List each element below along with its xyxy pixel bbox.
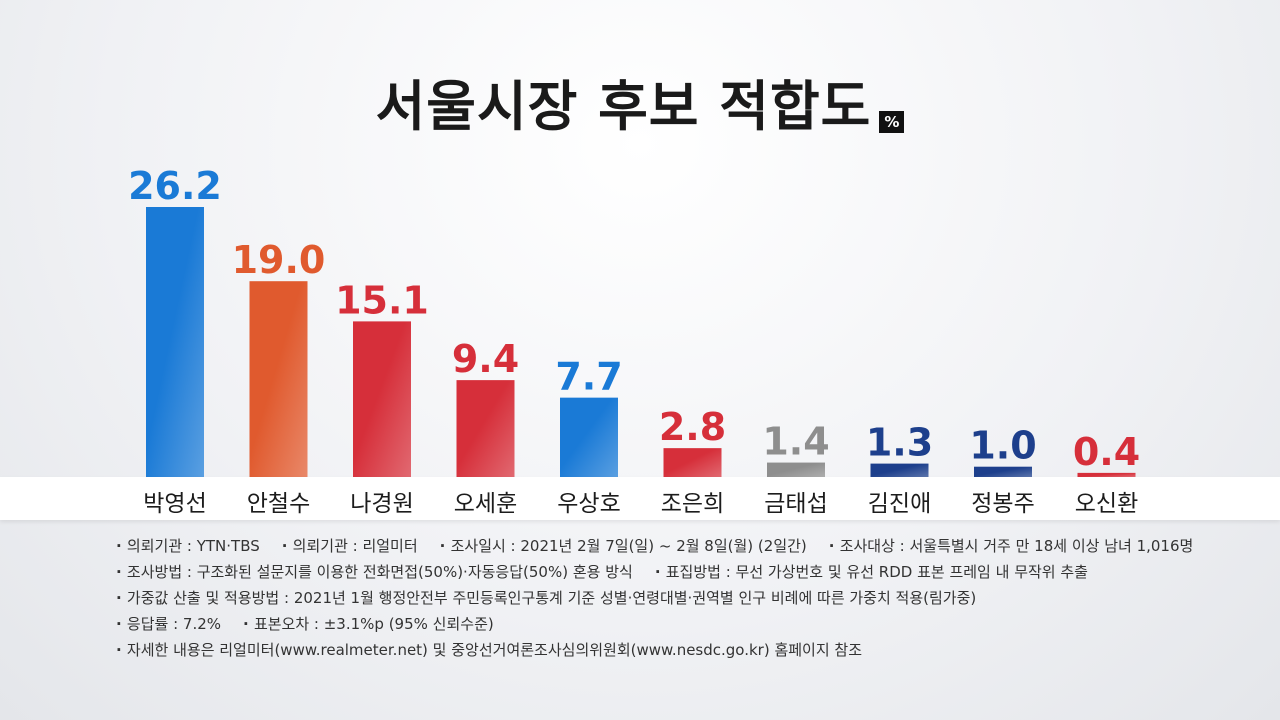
unit-badge: %: [879, 111, 905, 133]
chart-title: 서울시장 후보 적합도: [375, 75, 872, 138]
value-label-안철수: 19.0: [232, 238, 326, 282]
bar-오세훈: [456, 380, 515, 477]
bars-layer: [146, 207, 1136, 477]
bar-정봉주: [974, 466, 1032, 477]
category-label-금태섭: 금태섭: [764, 491, 828, 517]
category-label-박영선: 박영선: [143, 491, 207, 517]
note-line: 가중값 산출 및 적용방법 : 2021년 1월 행정안전부 주민등록인구통계 …: [116, 585, 1256, 611]
category-label-정봉주: 정봉주: [971, 491, 1035, 517]
category-label-안철수: 안철수: [246, 491, 311, 517]
note-line: 자세한 내용은 리얼미터(www.realmeter.net) 및 중앙선거여론…: [116, 637, 1256, 663]
category-label-strip: 박영선 안철수 나경원 오세훈 우상호 조은희 금태섭 김진애 정봉주 오신환: [0, 477, 1280, 520]
value-label-조은희: 2.8: [659, 405, 726, 449]
value-label-김진애: 1.3: [866, 421, 933, 465]
category-label-오세훈: 오세훈: [453, 491, 518, 517]
bar-우상호: [560, 397, 618, 477]
note-item: 표집방법 : 무선 가상번호 및 유선 RDD 표본 프레임 내 무작위 추출: [655, 559, 1088, 585]
value-label-금태섭: 1.4: [762, 420, 829, 464]
note-line: 의뢰기관 : YTN·TBS 의뢰기관 : 리얼미터 조사일시 : 2021년 2월…: [116, 533, 1256, 559]
note-line: 조사방법 : 구조화된 설문지를 이용한 전화면접(50%)·자동응답(50%)…: [116, 559, 1256, 585]
value-label-박영선: 26.2: [128, 164, 222, 208]
bar-chart: 26.219.015.1 9.4 7.7 2.8 1.4 1.3 1.0 0.4: [128, 164, 1140, 477]
value-labels-layer: 26.219.015.1 9.4 7.7 2.8 1.4 1.3 1.0 0.4: [128, 164, 1140, 474]
note-item: 응답률 : 7.2%: [116, 611, 221, 637]
bar-안철수: [249, 281, 308, 477]
survey-notes: 의뢰기관 : YTN·TBS 의뢰기관 : 리얼미터 조사일시 : 2021년 2월…: [116, 533, 1256, 663]
bar-금태섭: [767, 462, 825, 477]
value-label-정봉주: 1.0: [969, 424, 1036, 468]
note-item: 자세한 내용은 리얼미터(www.realmeter.net) 및 중앙선거여론…: [116, 637, 862, 663]
note-item: 조사대상 : 서울특별시 거주 만 18세 이상 남녀 1,016명: [829, 533, 1194, 559]
bar-나경원: [353, 321, 411, 477]
value-label-나경원: 15.1: [335, 278, 429, 322]
note-item: 표본오차 : ±3.1%p (95% 신뢰수준): [243, 611, 494, 637]
bar-오신환: [1077, 472, 1136, 477]
note-line: 응답률 : 7.2% 표본오차 : ±3.1%p (95% 신뢰수준): [116, 611, 1256, 637]
note-item: 조사방법 : 구조화된 설문지를 이용한 전화면접(50%)·자동응답(50%)…: [116, 559, 633, 585]
note-item: 의뢰기관 : YTN·TBS: [116, 533, 260, 559]
note-item: 가중값 산출 및 적용방법 : 2021년 1월 행정안전부 주민등록인구통계 …: [116, 585, 976, 611]
bar-조은희: [663, 448, 722, 477]
title-area: 서울시장 후보 적합도%: [0, 62, 1280, 141]
category-label-우상호: 우상호: [557, 491, 621, 517]
value-label-우상호: 7.7: [555, 355, 622, 399]
note-item: 조사일시 : 2021년 2월 7일(일) ~ 2월 8일(월) (2일간): [440, 533, 807, 559]
bar-박영선: [146, 207, 204, 477]
value-label-오세훈: 9.4: [452, 337, 519, 381]
category-label-오신환: 오신환: [1074, 491, 1139, 517]
category-label-조은희: 조은희: [660, 491, 725, 517]
note-item: 의뢰기관 : 리얼미터: [282, 533, 418, 559]
bar-김진애: [870, 463, 929, 477]
category-label-김진애: 김진애: [867, 491, 932, 517]
category-label-나경원: 나경원: [350, 491, 414, 517]
value-label-오신환: 0.4: [1073, 430, 1140, 474]
